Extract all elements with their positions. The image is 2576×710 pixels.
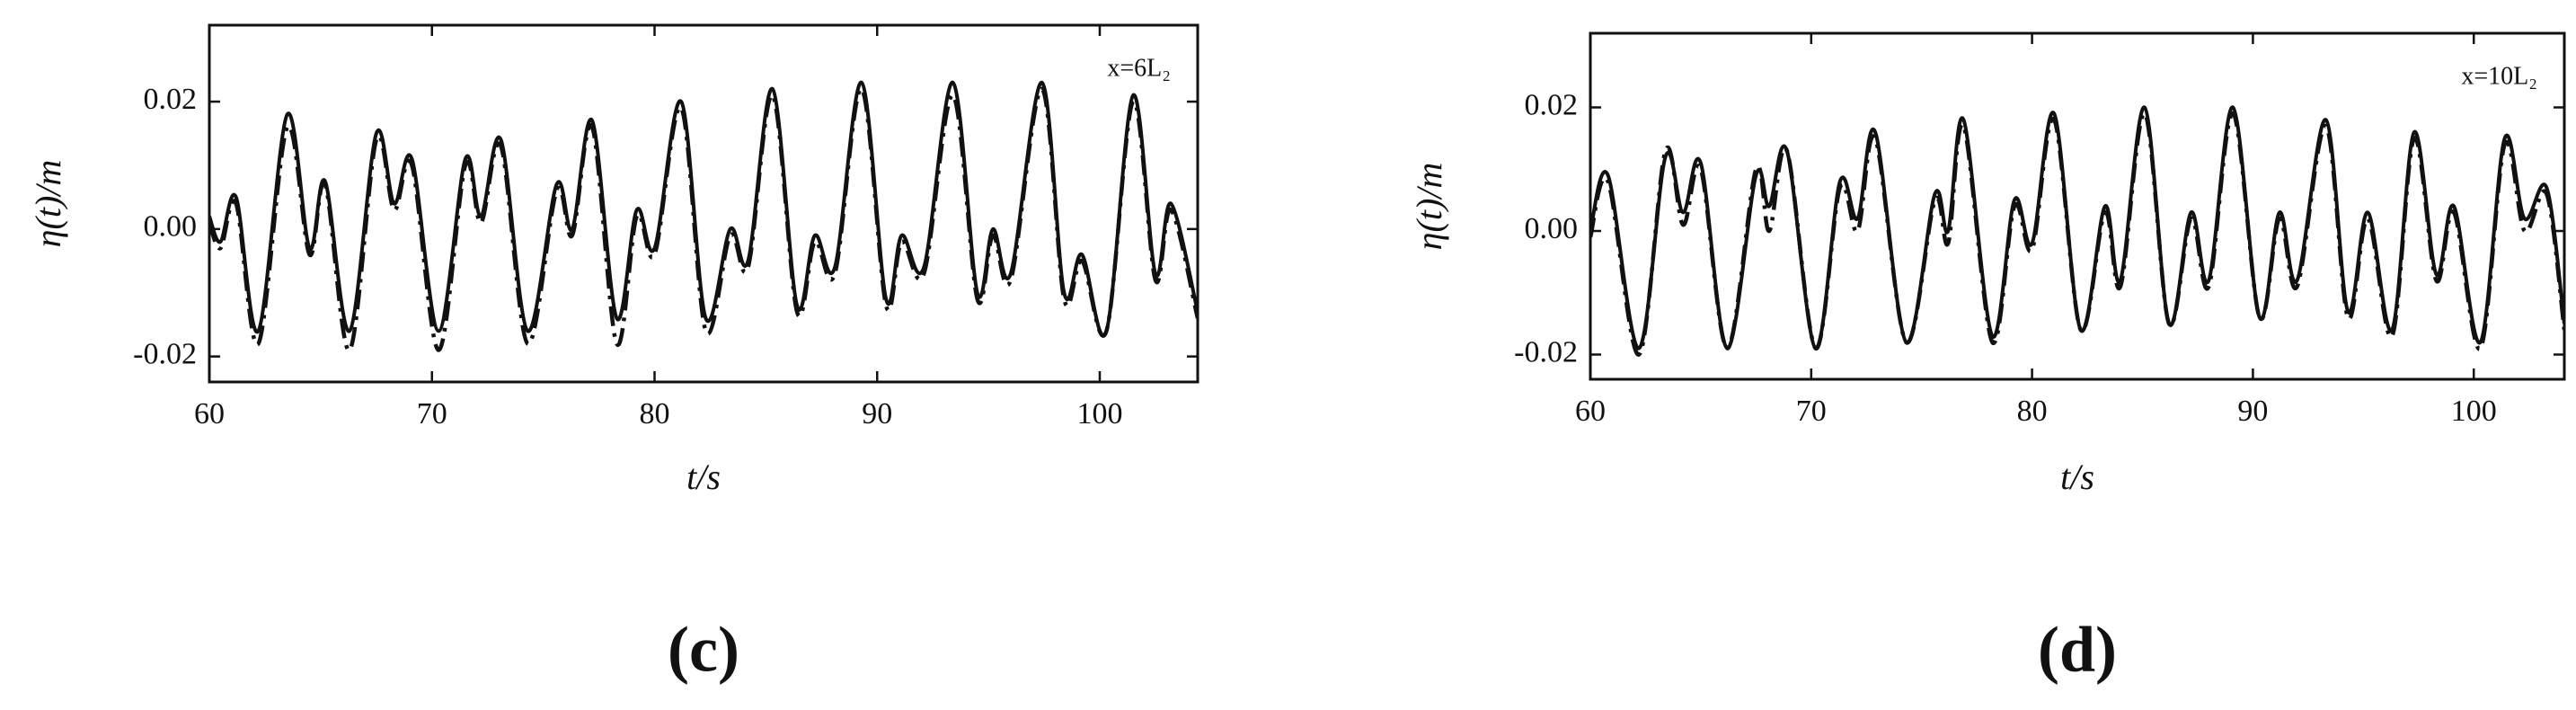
panel-label: (c): [668, 614, 739, 686]
panel-label: (d): [2038, 614, 2117, 686]
y-tick-label: 0.00: [1525, 212, 1579, 245]
y-tick-label: 0.02: [144, 83, 198, 116]
plot-frame: [1589, 31, 2566, 381]
x-tick-label: 100: [2451, 395, 2497, 428]
x-tick-label: 80: [639, 397, 669, 430]
y-tick-label: 0.02: [1525, 88, 1579, 121]
data-line: [209, 86, 1198, 352]
x-tick-label: 70: [417, 397, 447, 430]
y-tick-label: -0.02: [133, 337, 197, 370]
x-axis-label: t/s: [2060, 457, 2094, 497]
y-tick-label: 0.00: [144, 210, 198, 244]
chart-panel: 60 70 80 90 100 -0.02 0.00 0.02 x=10L₂ t/s η(t)/m (…: [1409, 31, 2566, 686]
x-tick-label: 60: [1575, 395, 1606, 428]
y-tick-label: -0.02: [1514, 335, 1578, 368]
x-tick-label: 90: [2237, 395, 2268, 428]
data-line: [1590, 111, 2564, 357]
annotation: x=6L₂: [1107, 54, 1171, 82]
chart-panel: 60 70 80 90 100 -0.02 0.00 0.02 x=6L₂ t/s η(t)/m (c…: [28, 23, 1199, 686]
x-tick-label: 90: [862, 397, 892, 430]
x-tick-label: 80: [2017, 395, 2048, 428]
y-axis-label: η(t)/m: [1409, 163, 1449, 251]
x-tick-label: 60: [194, 397, 225, 430]
x-axis-label: t/s: [686, 457, 721, 497]
annotation: x=10L₂: [2461, 62, 2537, 90]
x-tick-label: 70: [1796, 395, 1827, 428]
plot-frame: [208, 23, 1199, 384]
y-axis-label: η(t)/m: [28, 160, 68, 248]
x-tick-label: 100: [1076, 397, 1122, 430]
